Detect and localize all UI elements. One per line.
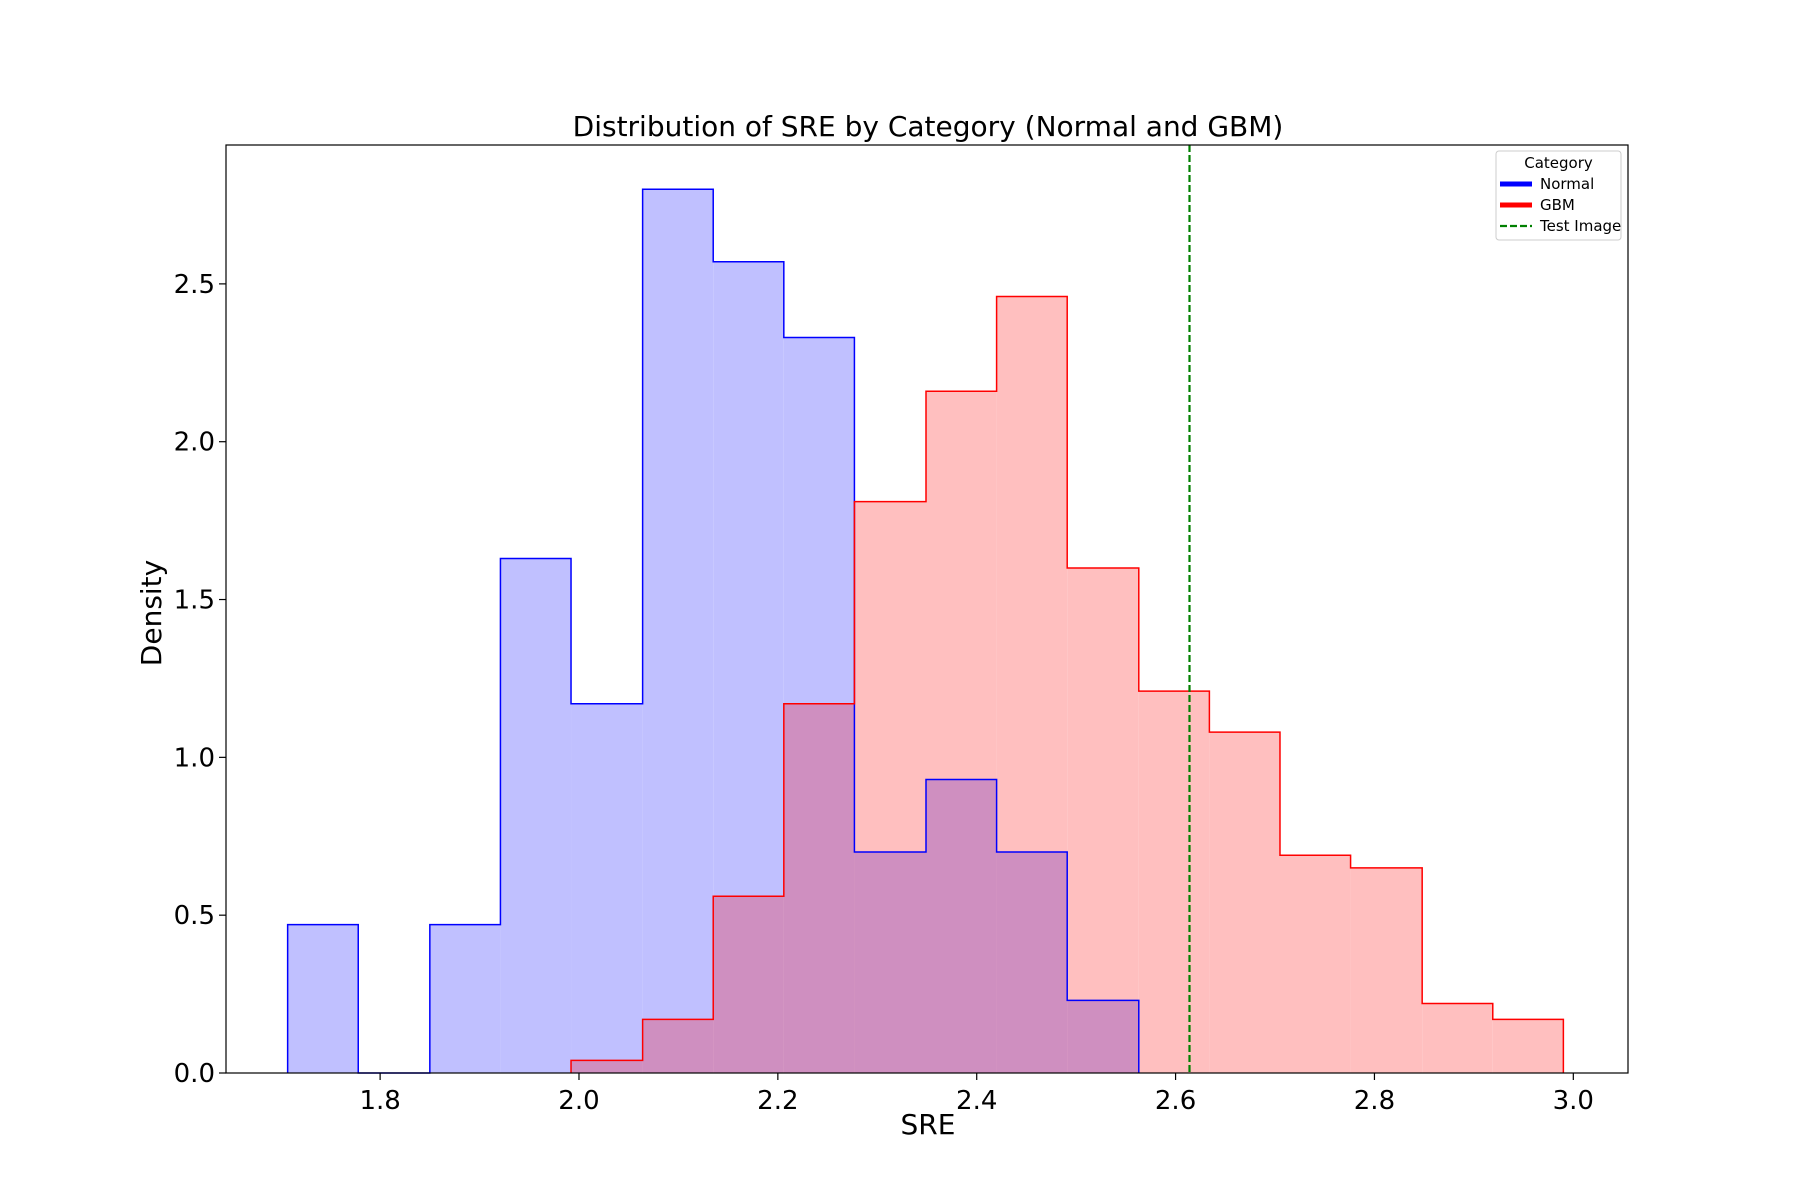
x-tick-label: 2.4 — [956, 1086, 997, 1116]
x-tick-label: 2.2 — [757, 1086, 798, 1116]
normal-bin-2 — [429, 924, 501, 1073]
overlap-region-10 — [996, 852, 1068, 1073]
overlap-region-5 — [642, 1019, 714, 1073]
y-tick-label: 2.5 — [174, 270, 215, 300]
normal-bin-4 — [571, 703, 643, 1073]
x-tick-label: 1.8 — [359, 1086, 400, 1116]
normal-bin-5 — [642, 189, 714, 1073]
plot-area — [225, 144, 1629, 1074]
gbm-bin-7 — [1067, 567, 1139, 1073]
legend-label-normal: Normal — [1540, 175, 1594, 193]
plot-frame — [225, 144, 1629, 1074]
y-tick-label: 0.0 — [174, 1059, 215, 1089]
y-tick-label: 1.5 — [174, 586, 215, 616]
gbm-bin-11 — [1350, 867, 1423, 1073]
y-axis-label: Density — [135, 560, 168, 666]
y-tick-label: 2.0 — [174, 428, 215, 458]
gbm-bin-13 — [1492, 1019, 1564, 1073]
normal-bin-0 — [287, 924, 359, 1073]
y-axis: 0.0 0.5 1.0 1.5 2.0 2.5 — [174, 270, 226, 1089]
chart-title: Distribution of SRE by Category (Normal … — [573, 110, 1284, 143]
gbm-outline — [570, 295, 1565, 1073]
gbm-bin-10 — [1279, 855, 1351, 1073]
legend-label-gbm: GBM — [1540, 196, 1575, 214]
legend-label-test-image: Test Image — [1539, 217, 1621, 235]
x-axis: 1.8 2.0 2.2 2.4 2.6 2.8 3.0 — [359, 1073, 1594, 1116]
legend-title: Category — [1524, 154, 1593, 172]
x-tick-label: 3.0 — [1553, 1086, 1594, 1116]
overlap-region-9 — [926, 779, 997, 1073]
overlap-region-6 — [713, 896, 784, 1073]
gbm-bin-8 — [1138, 691, 1210, 1073]
overlap-region-4 — [571, 1060, 643, 1073]
legend-box — [1495, 150, 1622, 241]
overlap-region-7 — [783, 703, 855, 1073]
x-axis-label: SRE — [901, 1108, 956, 1141]
gbm-bin-12 — [1422, 1003, 1493, 1073]
gbm-bin-9 — [1209, 732, 1280, 1073]
legend: Category Normal GBM Test Image — [1495, 150, 1622, 241]
y-tick-label: 1.0 — [174, 743, 215, 773]
normal-bin-3 — [500, 558, 572, 1073]
overlap-region-11 — [1067, 1000, 1139, 1073]
y-tick-label: 0.5 — [174, 901, 215, 931]
normal-outline — [286, 188, 1140, 1074]
overlap-region-8 — [854, 852, 927, 1073]
x-tick-label: 2.8 — [1354, 1086, 1395, 1116]
x-tick-label: 2.0 — [558, 1086, 599, 1116]
x-tick-label: 2.6 — [1155, 1086, 1196, 1116]
